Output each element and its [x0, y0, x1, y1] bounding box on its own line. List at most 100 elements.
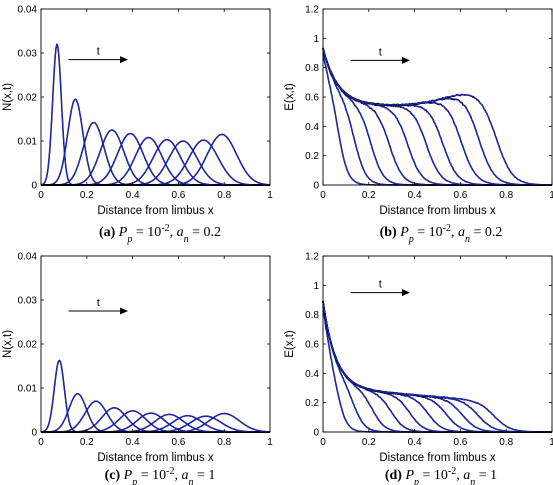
mean-curve-5 [322, 48, 552, 186]
y-tick-label: 1 [313, 281, 319, 292]
x-tick-label: 0.6 [453, 190, 467, 201]
panel-caption: (b) Pp = 10-2, an = 0.2 [380, 223, 503, 245]
time-arrow-label: t [97, 46, 100, 58]
mean-curve-6 [322, 48, 552, 186]
mean-curve-2 [322, 301, 552, 433]
x-tick-label: 0.4 [408, 190, 422, 201]
mean-curve-1 [322, 53, 552, 186]
x-tick-label: 1 [267, 190, 273, 201]
panel-caption: (d) Pp = 10-2, an = 1 [385, 466, 497, 485]
x-tick-label: 0.4 [408, 437, 422, 448]
panel-caption: (a) Pp = 10-2, an = 0.2 [99, 223, 221, 245]
y-tick-label: 0.01 [18, 384, 38, 395]
mean-curve-8 [41, 140, 270, 186]
y-axis-label: N(x,t) [2, 330, 14, 358]
panel-caption: (c) Pp = 10-2, an = 1 [105, 466, 216, 485]
stochastic-curve-6 [322, 47, 552, 186]
panel-d: 0 0.2 0.4 0.6 0.8 1 0 0.2 0.4 0.6 0.8 1 1.2 Distance … [284, 252, 553, 485]
y-tick-label: 0.02 [18, 93, 38, 104]
x-tick-label: 0.6 [171, 190, 185, 201]
stochastic-curve-8 [322, 48, 552, 186]
panel-b: 0 0.2 0.4 0.6 0.8 1 0 0.2 0.4 0.6 0.8 1 1.2 Distance … [284, 5, 553, 245]
mean-curve-10 [322, 301, 552, 433]
curve-group [40, 43, 271, 186]
y-tick-label: 0.8 [305, 310, 319, 321]
panel-c: 0 0.2 0.4 0.6 0.8 1 0 0.01 0.02 0.03 0.04 Distance … [2, 252, 273, 485]
x-tick-label: 1 [267, 437, 273, 448]
y-tick-label: 1.2 [305, 5, 319, 16]
y-tick-label: 0.2 [305, 398, 319, 409]
x-tick-label: 0 [320, 437, 326, 448]
mean-curve-9 [322, 48, 552, 186]
y-tick-label: 0.2 [305, 151, 319, 162]
x-tick-label: 1 [549, 190, 553, 201]
x-tick-label: 1 [549, 437, 553, 448]
x-tick-label: 0 [320, 190, 326, 201]
x-tick-label: 0.8 [217, 190, 231, 201]
stochastic-curve-1 [322, 53, 552, 186]
stochastic-curve-10 [322, 48, 553, 186]
time-arrow-label: t [379, 46, 382, 58]
curve-group [322, 47, 553, 186]
x-tick-label: 0.4 [126, 437, 140, 448]
arrow-head-icon [120, 56, 129, 64]
axes-frame [40, 8, 271, 186]
x-tick-label: 0.2 [362, 437, 376, 448]
arrow-head-icon [402, 56, 411, 64]
y-tick-label: 1.2 [305, 252, 319, 263]
stochastic-curve-9 [322, 48, 552, 186]
y-tick-label: 0 [31, 181, 37, 192]
y-tick-label: 0.01 [18, 137, 38, 148]
x-axis-label: Distance from limbus x [379, 205, 496, 217]
x-axis-label: Distance from limbus x [379, 452, 496, 464]
arrow-head-icon [120, 307, 129, 315]
mean-curve-1 [40, 43, 270, 186]
y-tick-label: 1 [313, 34, 319, 45]
y-tick-label: 0.02 [18, 340, 38, 351]
x-tick-label: 0.4 [126, 190, 140, 201]
x-axis-label: Distance from limbus x [97, 452, 214, 464]
y-tick-label: 0.04 [18, 5, 38, 16]
stochastic-curve-5 [322, 48, 552, 186]
stochastic-curve-7 [322, 47, 552, 186]
panel-a: 0 0.2 0.4 0.6 0.8 1 0 0.01 0.02 0.03 0.04 Distance … [2, 5, 273, 245]
curve-group [322, 300, 553, 433]
y-axis-label: N(x,t) [2, 83, 14, 111]
mean-curve-2 [322, 48, 552, 186]
mean-curve-7 [322, 48, 552, 186]
mean-curve-4 [322, 48, 552, 186]
y-axis-label: E(x,t) [284, 83, 296, 111]
y-tick-label: 0.4 [305, 122, 319, 133]
y-tick-label: 0.4 [305, 369, 319, 380]
y-tick-label: 0.8 [305, 63, 319, 74]
stochastic-curve-4 [41, 407, 270, 433]
mean-curve-4 [41, 407, 270, 433]
x-tick-label: 0.8 [217, 437, 231, 448]
x-tick-label: 0 [38, 190, 44, 201]
x-tick-label: 0.8 [499, 190, 513, 201]
axes-frame [322, 8, 553, 186]
y-tick-label: 0.03 [18, 49, 38, 60]
y-tick-label: 0 [313, 181, 319, 192]
x-tick-label: 0.6 [171, 437, 185, 448]
axes-frame [40, 255, 271, 433]
stochastic-curve-1 [40, 43, 270, 186]
mean-curve-3 [322, 48, 552, 186]
y-tick-label: 0.03 [18, 296, 38, 307]
time-arrow-label: t [97, 297, 100, 309]
y-tick-label: 0.6 [305, 340, 319, 351]
time-arrow-label: t [379, 279, 382, 291]
y-axis-label: E(x,t) [284, 330, 296, 358]
stochastic-curve-4 [322, 47, 552, 186]
x-tick-label: 0.2 [80, 190, 94, 201]
y-tick-label: 0 [31, 428, 37, 439]
x-tick-label: 0.2 [362, 190, 376, 201]
x-axis-label: Distance from limbus x [97, 205, 214, 217]
x-tick-label: 0.2 [80, 437, 94, 448]
arrow-head-icon [402, 289, 411, 297]
y-tick-label: 0 [313, 428, 319, 439]
x-tick-label: 0.8 [499, 437, 513, 448]
y-tick-label: 0.04 [18, 252, 38, 263]
x-tick-label: 0.6 [453, 437, 467, 448]
curve-group [40, 359, 271, 433]
